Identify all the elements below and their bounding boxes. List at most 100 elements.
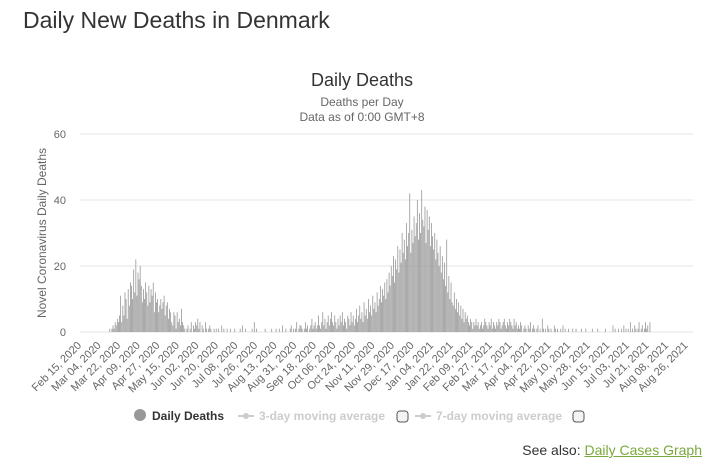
bar <box>464 312 466 332</box>
bar <box>314 322 316 332</box>
bar <box>127 289 129 332</box>
bar <box>461 318 463 332</box>
bar <box>438 266 440 332</box>
bar <box>329 318 331 332</box>
bar <box>541 318 543 332</box>
bar <box>372 295 374 332</box>
bar <box>443 279 444 332</box>
bar <box>109 328 111 332</box>
bar <box>477 322 479 332</box>
bar <box>339 315 341 332</box>
bar <box>145 282 147 332</box>
bar <box>176 312 178 332</box>
bar <box>199 322 201 332</box>
bar <box>554 328 556 332</box>
bar <box>523 328 525 332</box>
bar <box>172 325 174 332</box>
legend-item-daily-deaths[interactable]: Daily Deaths <box>134 409 224 423</box>
bar <box>328 325 330 332</box>
bar <box>143 289 144 332</box>
bar <box>640 328 642 332</box>
bar <box>525 328 527 332</box>
bar <box>319 325 320 332</box>
bar <box>193 325 194 332</box>
bar <box>481 322 482 332</box>
bar <box>469 325 470 332</box>
bar <box>433 249 435 332</box>
bar <box>402 252 404 332</box>
bar <box>621 328 623 332</box>
bar <box>327 315 329 332</box>
bar <box>649 322 651 332</box>
legend-dot-icon <box>420 413 426 419</box>
legend-checkbox-7-day[interactable] <box>572 410 585 423</box>
legend-dot-icon <box>243 413 249 419</box>
bar <box>468 322 469 332</box>
bar <box>245 328 247 332</box>
bar <box>458 302 460 332</box>
bar <box>449 299 451 332</box>
bar <box>382 289 383 332</box>
bar <box>516 328 518 332</box>
bar <box>113 328 115 332</box>
bar <box>470 318 472 332</box>
bar <box>120 295 122 332</box>
bar <box>478 328 480 332</box>
bar <box>201 325 203 332</box>
bar <box>371 315 373 332</box>
bar <box>395 259 397 332</box>
bar <box>137 272 139 332</box>
bar <box>533 325 535 332</box>
bar <box>325 328 327 332</box>
bar <box>153 312 155 332</box>
bar <box>119 315 120 332</box>
bar <box>170 312 172 332</box>
bar <box>500 328 502 332</box>
bar <box>182 322 183 332</box>
bar <box>489 325 491 332</box>
bar <box>397 246 399 332</box>
bar <box>290 325 292 332</box>
bar <box>487 328 489 332</box>
bar <box>560 328 562 332</box>
bar <box>181 308 182 332</box>
page-title: Daily New Deaths in Denmark <box>23 7 330 33</box>
daily-deaths-chart: Daily Deaths Deaths per Day Data as of 0… <box>30 70 693 423</box>
legend-label-3-day: 3-day moving average <box>259 409 385 423</box>
bar <box>548 328 550 332</box>
bar <box>251 328 253 332</box>
bar <box>341 312 343 332</box>
bar <box>424 206 426 332</box>
bar <box>426 209 428 332</box>
bar <box>178 318 180 332</box>
bar <box>506 328 507 332</box>
bar <box>508 325 510 332</box>
bar <box>411 229 413 332</box>
y-tick-label: 20 <box>54 261 66 273</box>
bar <box>439 246 441 332</box>
bar <box>275 328 277 332</box>
bar <box>131 285 132 332</box>
bar <box>441 256 443 332</box>
bar <box>208 328 210 332</box>
bar <box>634 325 636 332</box>
bar <box>388 272 390 332</box>
daily-cases-graph-link[interactable]: Daily Cases Graph <box>584 442 703 458</box>
bar <box>646 328 648 332</box>
bar <box>357 322 358 332</box>
legend-checkbox-3-day[interactable] <box>396 410 409 423</box>
bar <box>436 239 438 332</box>
bar <box>416 200 418 332</box>
bar <box>293 328 294 332</box>
legend-item-7-day-average[interactable]: 7-day moving average <box>415 409 585 423</box>
bar <box>343 325 344 332</box>
bar <box>618 328 619 332</box>
bar <box>316 325 318 332</box>
bar <box>410 252 412 332</box>
bar <box>518 325 519 332</box>
bar <box>128 305 130 332</box>
bar <box>418 239 419 332</box>
bar <box>529 322 531 332</box>
legend-item-3-day-average[interactable]: 3-day moving average <box>238 409 409 423</box>
bar <box>177 322 179 332</box>
